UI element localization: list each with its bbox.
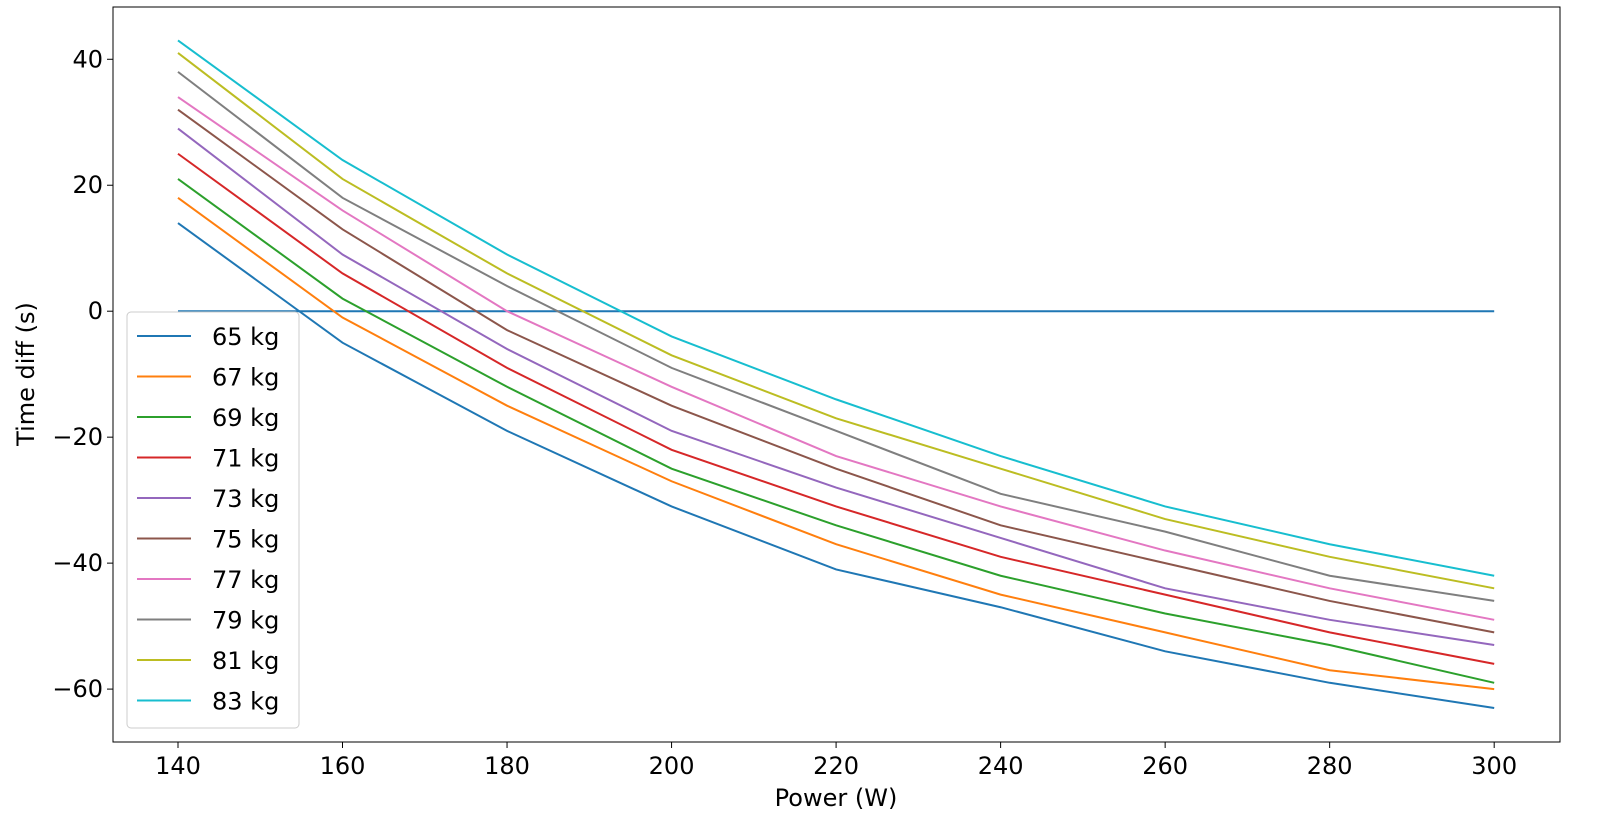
series-line-67-kg: [177, 197, 1495, 691]
x-tick-label: 200: [649, 752, 695, 780]
x-axis-label: Power (W): [775, 784, 898, 812]
y-tick-label: −40: [52, 549, 103, 577]
x-axis-ticks: 140 160 180 200 220 240 260 280 300: [155, 742, 1517, 780]
legend-label: 65 kg: [212, 323, 279, 351]
x-tick-label: 260: [1142, 752, 1188, 780]
y-tick-label: 20: [72, 171, 103, 199]
legend-label: 73 kg: [212, 485, 279, 513]
series-line-81-kg: [177, 52, 1495, 590]
legend-label: 75 kg: [212, 526, 279, 554]
legend-label: 71 kg: [212, 445, 279, 473]
x-tick-label: 140: [155, 752, 201, 780]
legend-label: 81 kg: [212, 647, 279, 675]
series-line-71-kg: [177, 152, 1495, 665]
x-tick-label: 160: [320, 752, 366, 780]
y-tick-label: 40: [72, 45, 103, 73]
series-lines: [177, 39, 1495, 709]
plot-frame: [112, 6, 1561, 743]
x-tick-label: 220: [813, 752, 859, 780]
series-line-77-kg: [177, 96, 1495, 621]
legend-label: 77 kg: [212, 566, 279, 594]
y-axis-label: Time diff (s): [12, 302, 40, 447]
y-tick-label: −60: [52, 675, 103, 703]
legend: 65 kg 67 kg 69 kg 71 kg 73 kg 75 kg 77 kg 79 kg…: [126, 311, 300, 729]
series-line-73-kg: [177, 127, 1495, 646]
x-tick-label: 300: [1471, 752, 1517, 780]
legend-label: 69 kg: [212, 404, 279, 432]
x-tick-label: 180: [484, 752, 530, 780]
series-line-69-kg: [177, 178, 1495, 684]
legend-label: 67 kg: [212, 364, 279, 392]
series-line-65-kg: [177, 222, 1495, 709]
series-line-83-kg: [177, 39, 1495, 577]
y-tick-label: −20: [52, 423, 103, 451]
x-tick-label: 240: [978, 752, 1024, 780]
series-line-79-kg: [177, 71, 1495, 602]
legend-label: 79 kg: [212, 607, 279, 635]
x-tick-label: 280: [1307, 752, 1353, 780]
y-axis-ticks: −60 −40 −20 0 20 40: [52, 45, 113, 703]
legend-label: 83 kg: [212, 688, 279, 716]
series-line-75-kg: [177, 108, 1495, 634]
y-tick-label: 0: [88, 297, 103, 325]
